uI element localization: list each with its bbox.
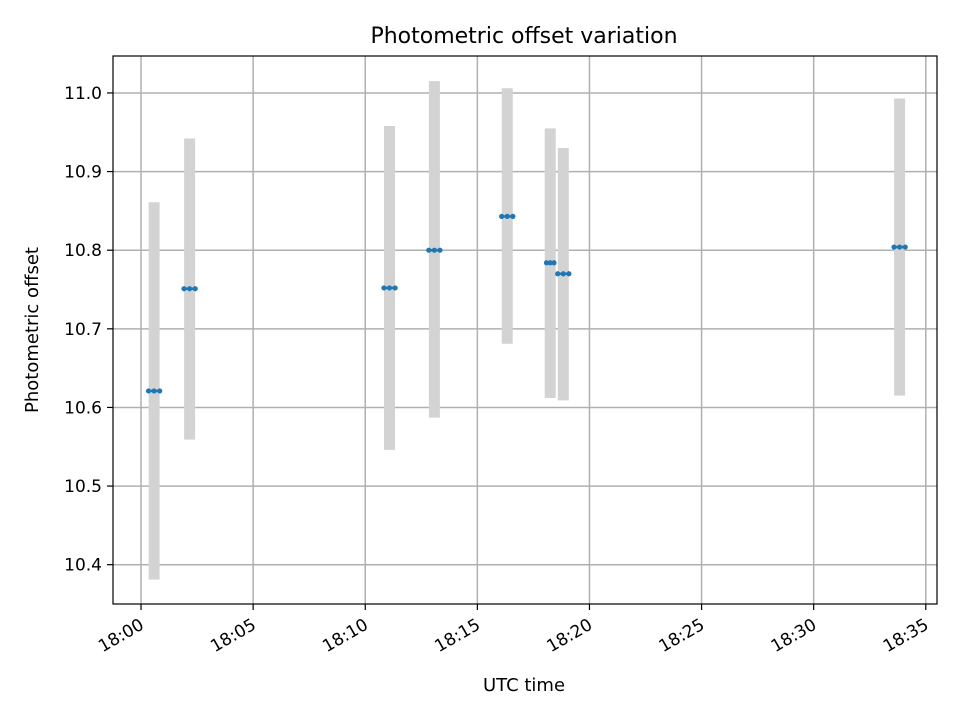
data-point: [431, 247, 437, 253]
data-point: [181, 286, 187, 292]
data-point: [560, 271, 566, 277]
data-point: [504, 213, 510, 219]
chart-title: Photometric offset variation: [370, 24, 677, 49]
y-tick-label: 10.9: [64, 163, 102, 183]
data-point: [392, 285, 398, 291]
data-point: [499, 213, 505, 219]
data-point: [902, 244, 908, 250]
data-point: [510, 213, 516, 219]
data-point: [547, 260, 553, 266]
grid: [113, 56, 937, 604]
data-point: [145, 388, 152, 394]
data-point: [897, 244, 903, 250]
data-point: [566, 271, 572, 277]
data-point: [381, 285, 387, 291]
y-tick-label: 10.7: [64, 320, 102, 340]
data-point: [555, 271, 561, 277]
x-axis-label: UTC time: [483, 675, 565, 696]
y-tick-label: 10.5: [64, 477, 102, 497]
y-tick-label: 11.0: [64, 84, 102, 104]
data-point: [891, 244, 897, 250]
data-point: [386, 285, 393, 291]
y-axis-ticks: 10.4 10.5 10.6 10.7 10.8 10.9 11.0: [64, 84, 113, 576]
data-point: [187, 286, 193, 292]
y-tick-label: 10.8: [64, 241, 102, 261]
data-point: [551, 260, 557, 266]
data-point: [437, 247, 443, 253]
y-tick-label: 10.6: [64, 398, 102, 418]
data-point: [192, 286, 198, 292]
data-point: [543, 260, 550, 266]
data-point: [151, 388, 157, 394]
plot-frame: [112, 55, 938, 605]
y-tick-label: 10.4: [64, 556, 102, 576]
data-markers: [145, 213, 908, 394]
data-point: [426, 247, 432, 253]
y-axis-label: Photometric offset: [22, 247, 43, 413]
data-point: [157, 388, 163, 394]
